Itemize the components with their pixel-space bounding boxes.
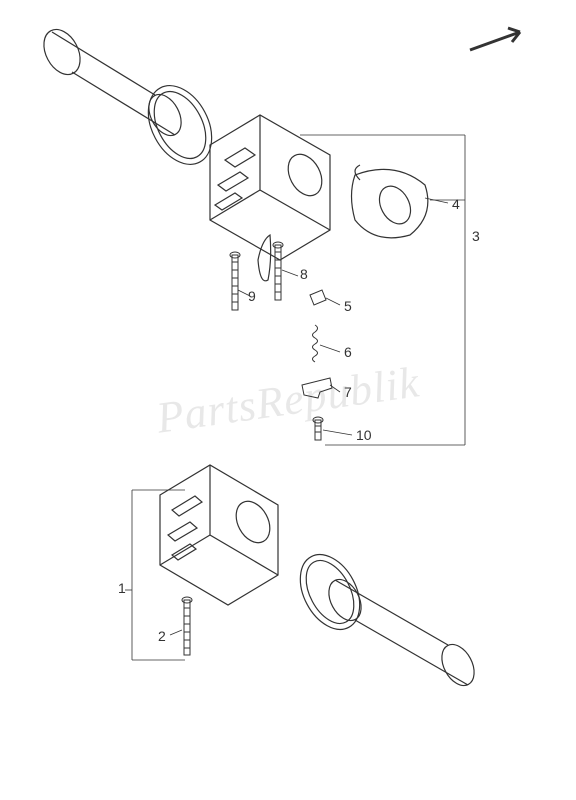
callout-2-leader — [170, 630, 182, 635]
choke-guide-illustration — [352, 165, 428, 238]
bottom-grip-illustration — [288, 544, 480, 691]
part-6-spring-illustration — [313, 325, 318, 362]
callout-6: 6 — [344, 344, 352, 360]
callout-10: 10 — [356, 427, 372, 443]
top-grip-illustration — [37, 23, 225, 175]
callout-3-bracket — [300, 135, 465, 445]
diagram-svg — [0, 0, 576, 800]
top-switch-illustration — [210, 115, 330, 281]
screw-2-illustration — [182, 597, 192, 655]
part-7-illustration — [302, 378, 332, 398]
bottom-switch-illustration — [160, 465, 278, 605]
callout-1: 1 — [118, 580, 126, 596]
part-10-screw-illustration — [313, 417, 323, 440]
callout-4: 4 — [452, 196, 460, 212]
screw-9-illustration — [230, 252, 240, 310]
callout-2: 2 — [158, 628, 166, 644]
diagram-container: PartsRepublik — [0, 0, 576, 800]
callout-9: 9 — [248, 288, 256, 304]
callout-5: 5 — [344, 298, 352, 314]
callout-8: 8 — [300, 266, 308, 282]
direction-arrow — [470, 28, 520, 50]
part-5-illustration — [310, 290, 326, 305]
screw-8-illustration — [273, 242, 283, 300]
callout-7: 7 — [344, 384, 352, 400]
callout-3: 3 — [472, 228, 480, 244]
